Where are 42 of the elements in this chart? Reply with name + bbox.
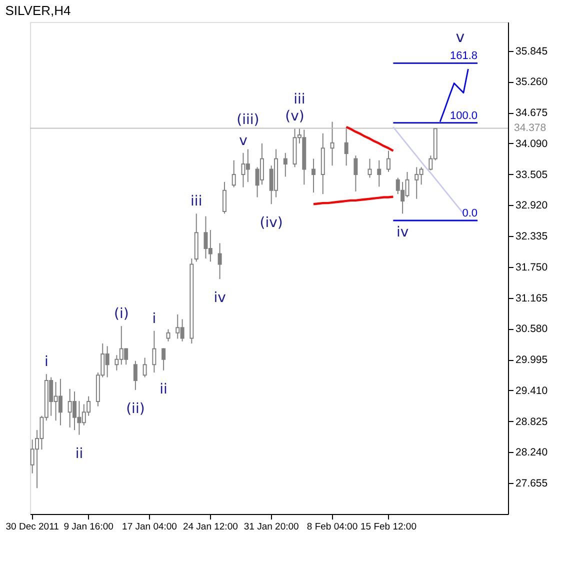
x-tick-label: 24 Jan 12:00: [182, 522, 238, 532]
ref-line-label: 34.378: [514, 122, 546, 134]
text: (v): [285, 108, 304, 125]
x-tick-label: 8 Feb 04:00: [306, 522, 358, 532]
x-tick-label: 15 Feb 12:00: [360, 522, 416, 532]
text: iii: [190, 194, 202, 210]
text: iv: [214, 290, 226, 306]
text: (ii): [126, 400, 145, 417]
y-tick-label: 29.995: [516, 354, 548, 366]
y-tick-label: 33.505: [516, 168, 548, 181]
y-tick-label: 28.825: [516, 416, 548, 428]
y-tick-label: 35.260: [516, 76, 548, 88]
text: i: [44, 354, 48, 370]
y-tick-label: 30.580: [516, 323, 548, 336]
x-tick-label: 30 Dec 2011: [6, 522, 59, 532]
y-tick-label: 31.750: [516, 261, 548, 274]
text: (iv): [260, 215, 283, 232]
text: ii: [75, 446, 84, 462]
series-label: 0.0: [462, 207, 478, 220]
text: i: [152, 310, 156, 327]
y-tick-label: 32.335: [516, 230, 548, 243]
text: (i): [114, 306, 129, 322]
x-tick-label: 31 Jan 20:00: [244, 522, 299, 532]
y-tick-label: 28.240: [516, 446, 548, 459]
y-tick-label: 31.165: [516, 292, 548, 304]
series-label: 100.0: [450, 110, 478, 122]
chart-title: SILVER,H4: [5, 3, 71, 18]
y-tick-label: 27.655: [516, 478, 548, 490]
annotation: v: [456, 28, 465, 46]
y-tick-label: 34.675: [516, 107, 548, 120]
x-tick-label: 17 Jan 04:00: [122, 522, 177, 532]
y-tick-label: 35.845: [516, 45, 548, 58]
text: ii: [160, 381, 168, 398]
text: (iii): [236, 112, 260, 128]
text: iii: [294, 92, 306, 108]
text: iv: [396, 224, 409, 241]
x-tick-label: 9 Jan 16:00: [64, 522, 114, 532]
y-tick-label: 32.920: [516, 200, 548, 212]
text: v: [239, 132, 248, 149]
y-tick-label: 34.090: [516, 138, 548, 150]
series-label: 161.8: [450, 50, 478, 62]
y-tick-label: 29.410: [516, 384, 548, 397]
